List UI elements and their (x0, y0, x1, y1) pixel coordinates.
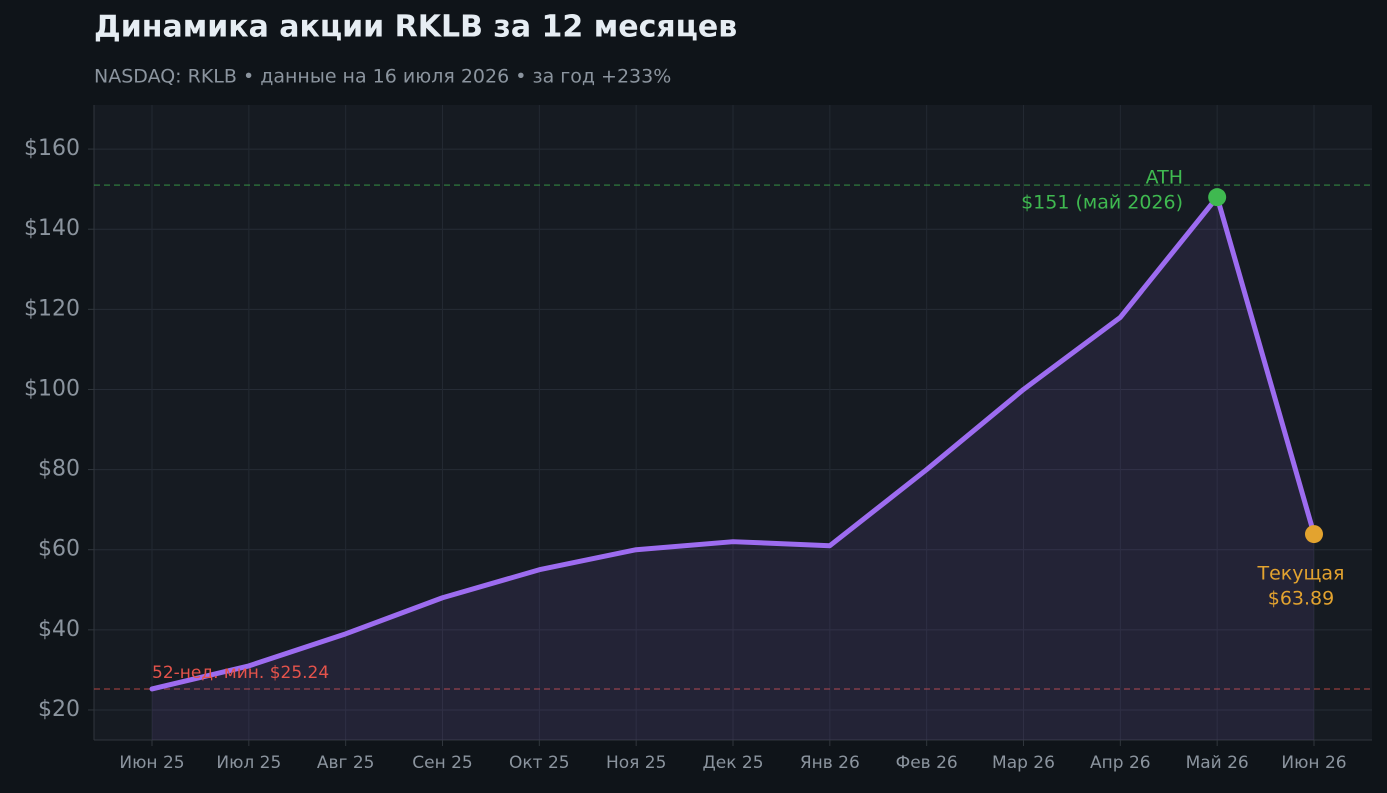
chart-title: Динамика акции RKLB за 12 месяцев (94, 10, 737, 45)
low-label: 52-нед. мин. $25.24 (152, 663, 329, 683)
x-tick-label: Май 26 (1186, 753, 1249, 773)
x-tick-label: Ноя 25 (606, 753, 666, 773)
x-tick-label: Мар 26 (992, 753, 1055, 773)
x-tick-label: Дек 25 (702, 753, 763, 773)
highlight-marker (1208, 188, 1227, 207)
y-tick-label: $80 (38, 457, 80, 482)
y-tick-label: $40 (38, 617, 80, 642)
y-tick-label: $20 (38, 697, 80, 722)
x-tick-label: Июн 25 (119, 753, 184, 773)
y-tick-label: $60 (38, 537, 80, 562)
ath-label: $151 (май 2026) (1021, 192, 1183, 214)
x-tick-label: Сен 25 (412, 753, 472, 773)
area-fill (152, 197, 1314, 740)
y-tick-label: $160 (24, 136, 80, 161)
y-tick-label: $100 (24, 376, 80, 401)
ath-label: ATH (1146, 167, 1183, 189)
x-tick-label: Окт 25 (509, 753, 570, 773)
x-tick-label: Авг 25 (317, 753, 375, 773)
x-tick-label: Июн 26 (1281, 753, 1346, 773)
price-line (149, 194, 1317, 692)
y-tick-label: $120 (24, 296, 80, 321)
x-tick-label: Апр 26 (1090, 753, 1151, 773)
x-tick-label: Янв 26 (800, 753, 860, 773)
highlight-marker (1305, 525, 1323, 544)
x-tick-label: Фев 26 (896, 753, 958, 773)
x-tick-label: Июл 25 (216, 753, 281, 773)
chart-subtitle: NASDAQ: RKLB • данные на 16 июля 2026 • … (94, 66, 671, 88)
current-label: Текущая (1257, 563, 1345, 585)
current-label: $63.89 (1268, 588, 1334, 610)
y-tick-label: $140 (24, 216, 80, 241)
